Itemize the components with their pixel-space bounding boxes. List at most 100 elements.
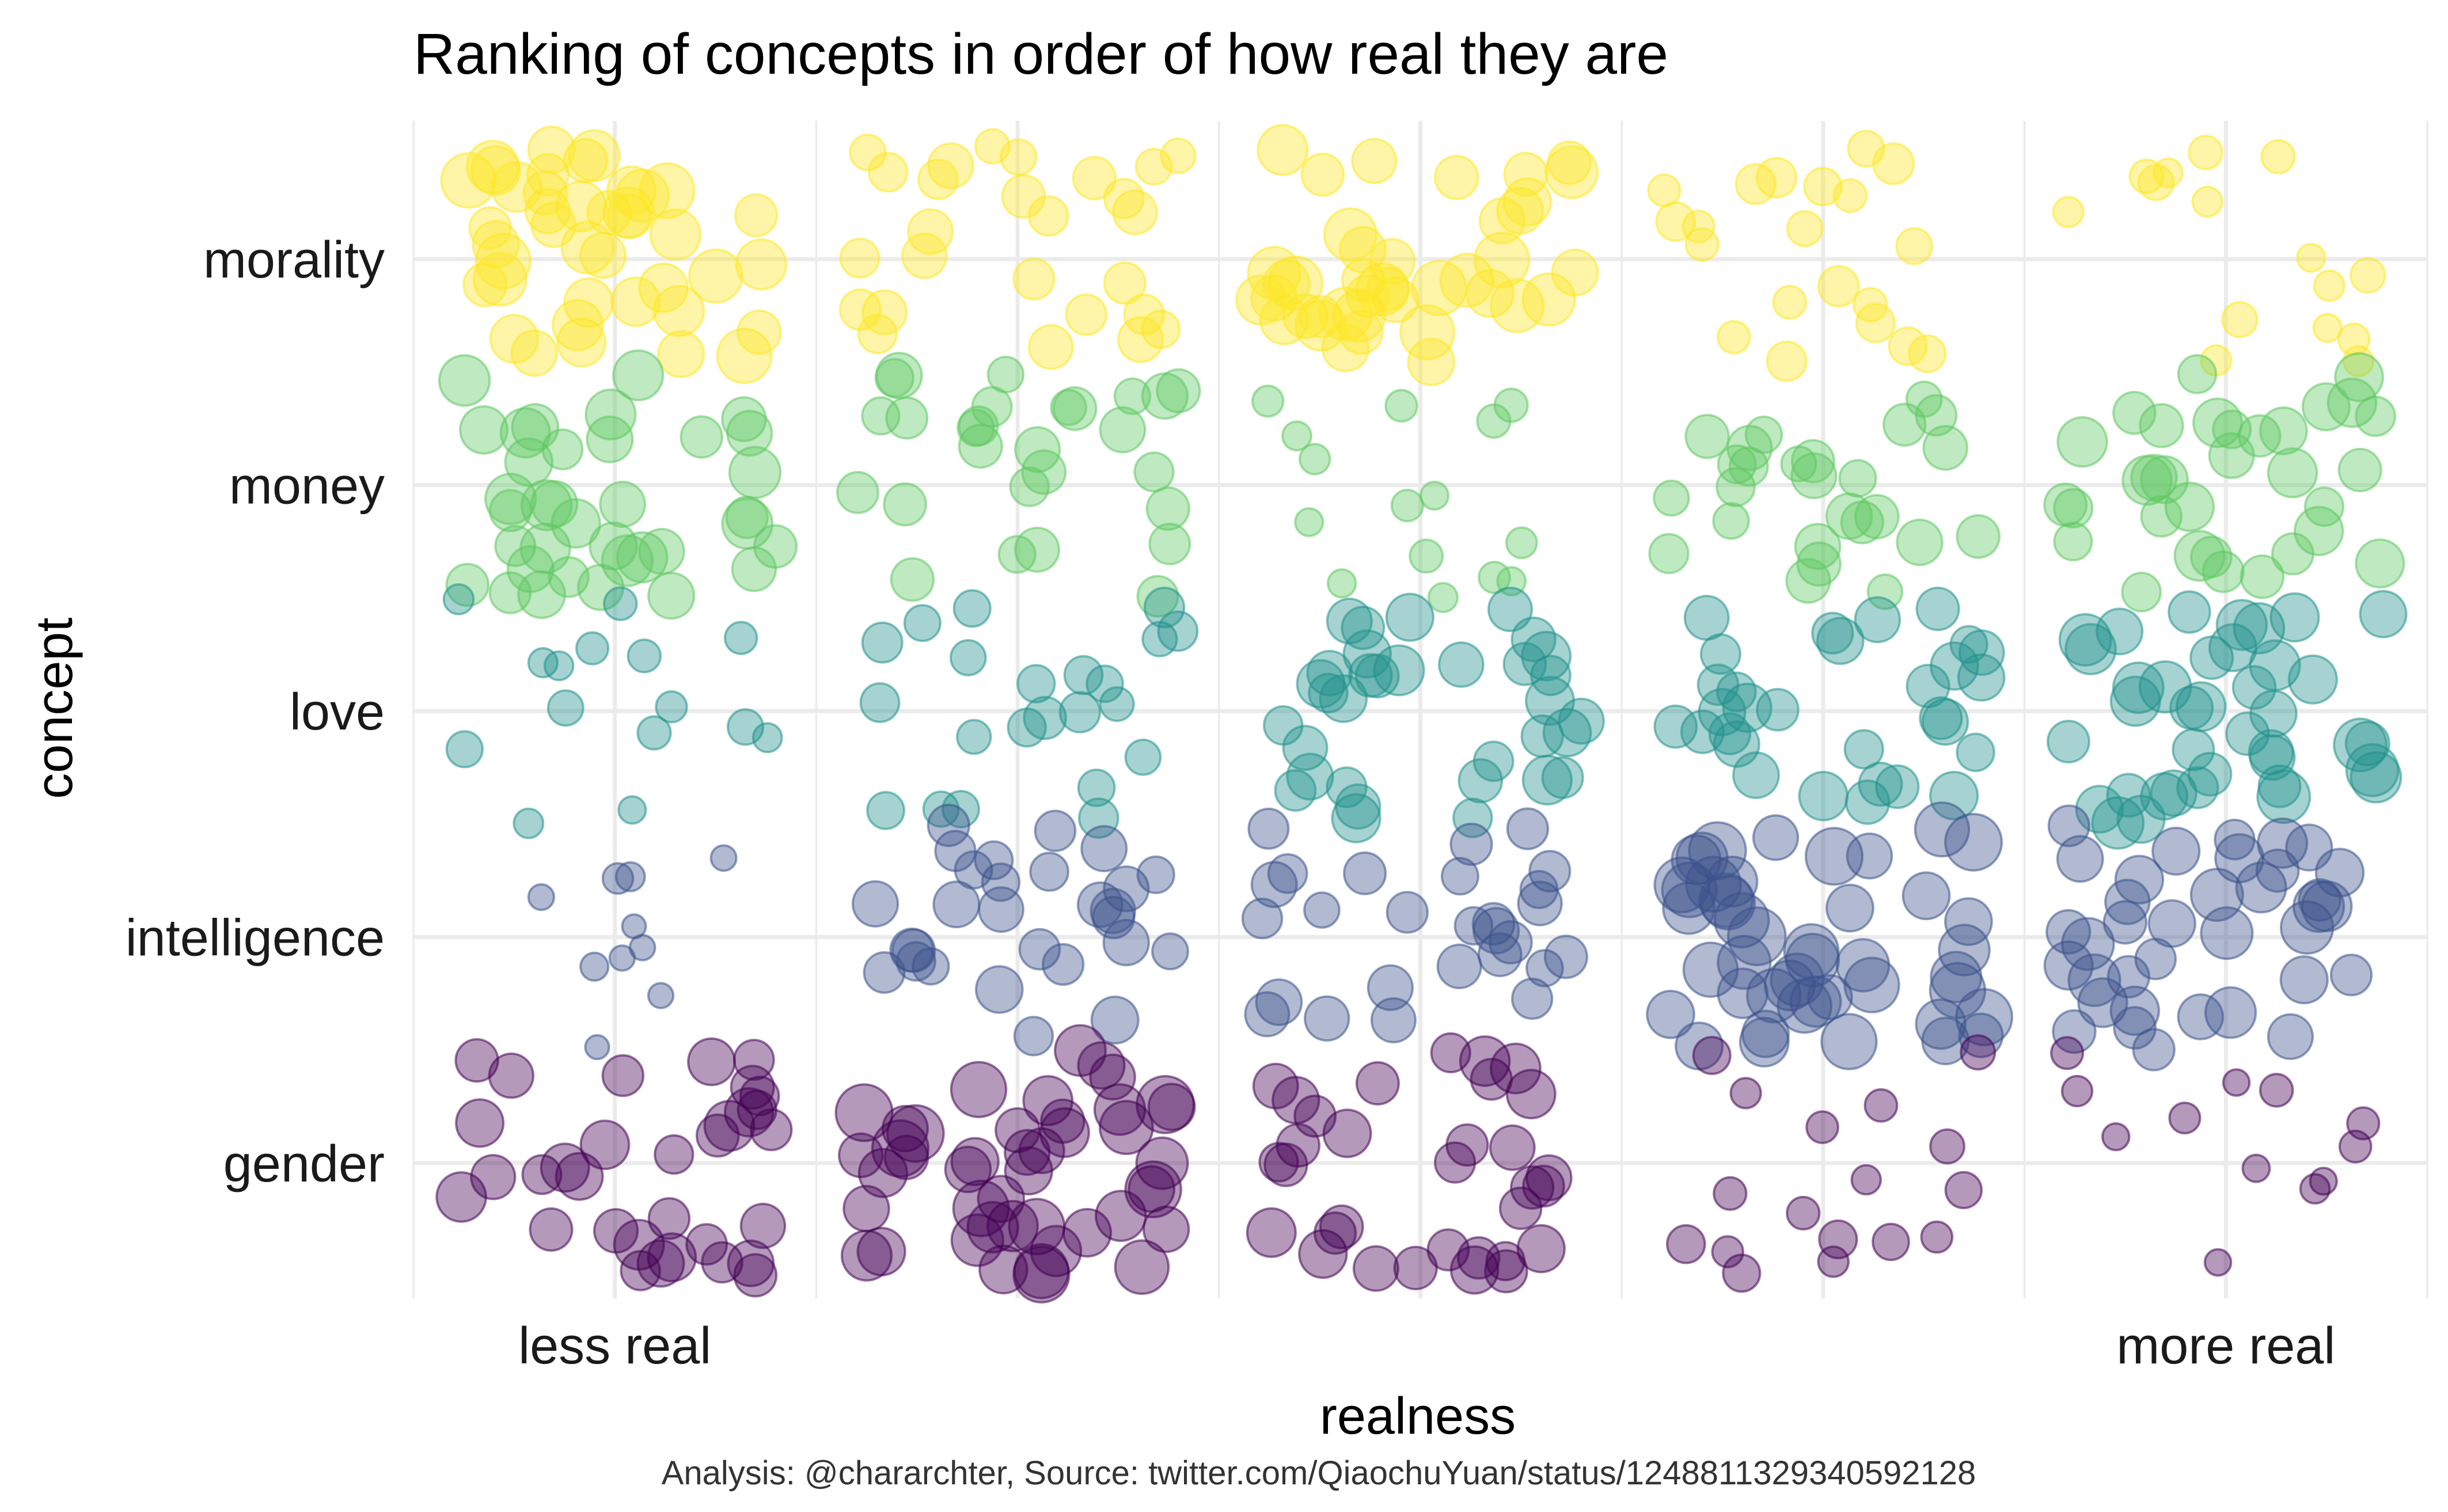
point-intelligence-level-4 [1646,990,1695,1039]
point-money-level-4 [1866,573,1904,610]
point-gender-level-5 [2259,1073,2294,1108]
point-money-level-5 [2139,455,2189,504]
point-love-level-5 [2249,734,2296,781]
point-love-level-3 [1525,675,1575,726]
point-morality-level-4 [1786,210,1824,248]
point-morality-level-4 [1817,265,1860,307]
point-love-level-3 [1274,769,1317,812]
point-money-level-1 [599,480,646,528]
point-morality-level-2 [1103,178,1145,219]
point-morality-level-4 [1717,320,1751,355]
point-gender-level-3 [1445,1123,1489,1167]
point-gender-level-1 [620,1250,661,1291]
point-money-level-1 [459,405,509,455]
point-gender-level-2 [1054,1024,1107,1077]
point-gender-level-2 [838,1132,884,1179]
point-intelligence-level-4 [1770,952,1825,1008]
point-intelligence-level-3 [1267,853,1308,894]
point-money-level-2 [1136,575,1179,618]
point-love-level-3 [1326,766,1368,808]
point-money-level-1 [638,527,685,575]
point-gender-level-4 [1850,1164,1882,1196]
point-intelligence-level-4 [1846,832,1893,880]
point-morality-level-1 [734,193,779,238]
point-gender-level-3 [1298,1229,1348,1279]
point-gender-level-4 [1818,1219,1858,1260]
point-gender-level-1 [488,1053,534,1099]
point-gender-level-2 [944,1145,992,1194]
point-gender-level-3 [1470,1058,1513,1101]
point-morality-level-4 [1803,166,1843,207]
point-money-level-2 [1099,406,1147,454]
point-morality-level-1 [472,220,520,269]
point-intelligence-level-4 [1789,975,1842,1028]
data-points [435,124,2408,1304]
point-intelligence-level-5 [2255,848,2300,893]
point-money-level-1 [753,524,798,569]
point-intelligence-level-5 [2285,823,2333,872]
point-love-level-3 [1510,616,1557,663]
point-love-level-3 [1354,654,1400,698]
point-gender-level-5 [2101,1122,2131,1152]
point-money-level-5 [2139,403,2184,449]
point-morality-level-3 [1368,238,1416,286]
point-morality-level-2 [1012,257,1056,301]
point-morality-level-1 [649,208,702,261]
point-gender-level-4 [1920,1220,1954,1254]
point-intelligence-level-1 [527,883,556,911]
point-love-level-1 [546,689,585,727]
point-money-level-3 [1281,420,1312,451]
point-money-level-5 [2140,495,2183,538]
point-morality-level-1 [522,170,568,216]
x-tick-label: more real [2116,1317,2335,1375]
point-love-level-3 [1502,641,1547,686]
point-morality-level-1 [688,248,743,304]
y-tick-label-money: money [229,458,385,515]
y-axis-tick-labels: morality money love intelligence gender [126,231,385,1193]
point-morality-level-5 [2312,313,2343,343]
point-money-level-3 [1384,389,1418,423]
point-intelligence-level-5 [2109,985,2160,1036]
point-gender-level-4 [1713,1176,1748,1211]
point-gender-level-3 [1319,1204,1364,1249]
point-money-level-3 [1294,507,1324,537]
point-love-level-5 [2175,681,2227,732]
point-love-level-2 [1007,707,1047,748]
point-love-level-4 [1915,586,1960,632]
point-money-level-1 [541,428,584,470]
point-intelligence-level-1 [709,844,738,872]
point-gender-level-5 [2060,1074,2094,1108]
point-morality-level-2 [1072,155,1117,200]
point-money-level-5 [2053,522,2093,561]
point-love-level-3 [1542,708,1592,758]
point-love-level-2 [1063,655,1104,696]
point-money-level-1 [445,563,490,607]
point-morality-level-3 [1544,145,1599,200]
point-love-level-3 [1341,606,1386,650]
point-money-level-2 [1133,451,1175,493]
point-morality-level-1 [560,221,615,275]
point-morality-level-2 [917,158,959,200]
point-love-level-4 [1653,704,1698,749]
point-gender-level-1 [540,1142,590,1193]
point-money-level-2 [1052,386,1098,431]
point-money-level-1 [589,521,638,571]
point-money-level-5 [2337,447,2382,493]
point-money-level-5 [2112,390,2157,435]
point-intelligence-level-5 [2200,906,2254,960]
point-money-level-2 [1145,486,1190,531]
point-morality-level-3 [1489,278,1545,333]
point-intelligence-level-1 [584,1034,610,1061]
point-intelligence-level-4 [1825,883,1874,933]
point-love-level-5 [2109,675,2161,727]
point-intelligence-level-2 [974,840,1014,880]
point-money-level-4 [1728,446,1769,487]
point-love-level-1 [575,631,610,666]
point-love-level-2 [1099,686,1135,722]
point-intelligence-level-4 [1685,856,1742,913]
point-intelligence-level-5 [2056,835,2104,883]
point-intelligence-level-4 [1804,827,1864,886]
point-gender-level-3 [1246,1207,1297,1258]
point-intelligence-level-1 [601,862,635,895]
point-love-level-5 [2064,623,2117,675]
